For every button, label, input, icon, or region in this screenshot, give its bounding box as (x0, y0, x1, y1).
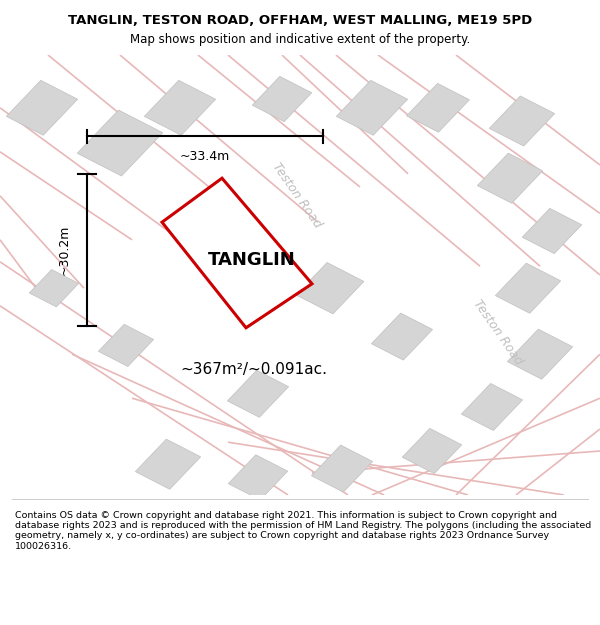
Polygon shape (508, 329, 572, 379)
Polygon shape (77, 110, 163, 176)
Text: ~30.2m: ~30.2m (58, 224, 71, 275)
Text: ~367m²/~0.091ac.: ~367m²/~0.091ac. (180, 362, 327, 377)
Polygon shape (98, 324, 154, 366)
Polygon shape (371, 313, 433, 360)
Text: ~33.4m: ~33.4m (180, 150, 230, 162)
Polygon shape (136, 439, 200, 489)
Polygon shape (7, 81, 77, 135)
Text: TANGLIN, TESTON ROAD, OFFHAM, WEST MALLING, ME19 5PD: TANGLIN, TESTON ROAD, OFFHAM, WEST MALLI… (68, 14, 532, 27)
Polygon shape (337, 81, 407, 135)
Polygon shape (162, 178, 312, 328)
Polygon shape (407, 83, 469, 132)
Polygon shape (296, 262, 364, 314)
Text: Map shows position and indicative extent of the property.: Map shows position and indicative extent… (130, 32, 470, 46)
Text: TANGLIN: TANGLIN (208, 251, 296, 269)
Polygon shape (145, 81, 215, 135)
Polygon shape (490, 96, 554, 146)
Text: Teston Road: Teston Road (270, 161, 324, 231)
Text: Teston Road: Teston Road (471, 297, 525, 368)
Polygon shape (402, 428, 462, 474)
Polygon shape (227, 370, 289, 418)
Text: Contains OS data © Crown copyright and database right 2021. This information is : Contains OS data © Crown copyright and d… (15, 511, 591, 551)
Polygon shape (29, 269, 79, 307)
Polygon shape (252, 76, 312, 122)
Polygon shape (522, 208, 582, 254)
Polygon shape (461, 384, 523, 431)
Polygon shape (311, 445, 373, 492)
Polygon shape (478, 153, 542, 203)
Polygon shape (496, 263, 560, 313)
Polygon shape (228, 455, 288, 500)
